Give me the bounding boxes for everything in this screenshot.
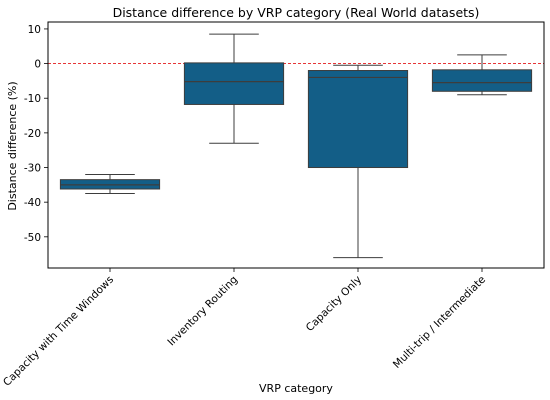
y-tick-label: -20 [24, 128, 41, 140]
y-axis: 10 0 -10 -20 -30 -40 -50 [24, 24, 48, 244]
box-group [431, 54, 533, 96]
x-tick-label: Capacity Only [304, 274, 364, 334]
x-axis: Capacity with Time Windows Inventory Rout… [1, 268, 488, 389]
plot-frame [47, 21, 545, 269]
box-group [59, 173, 161, 195]
x-tick-label: Inventory Routing [165, 274, 240, 349]
chart-title: Distance difference by VRP category (Rea… [113, 5, 480, 20]
y-tick-label: -30 [24, 163, 41, 175]
x-tick-label: Capacity with Time Windows [1, 274, 116, 389]
box-iqr [307, 70, 409, 169]
y-axis-label: Distance difference (%) [6, 81, 19, 210]
box-group [307, 64, 409, 259]
plot-content [48, 33, 544, 259]
box-iqr [183, 62, 285, 105]
y-tick-label: 10 [28, 24, 41, 36]
x-axis-label: VRP category [259, 382, 333, 395]
y-tick-label: -50 [24, 232, 41, 244]
y-tick-label: -40 [24, 197, 41, 209]
x-tick-label: Multi-trip / Intermediate [391, 274, 488, 371]
box-group [183, 33, 285, 144]
y-tick-label: -10 [24, 93, 41, 105]
box-iqr [431, 69, 533, 92]
y-tick-label: 0 [34, 59, 41, 71]
